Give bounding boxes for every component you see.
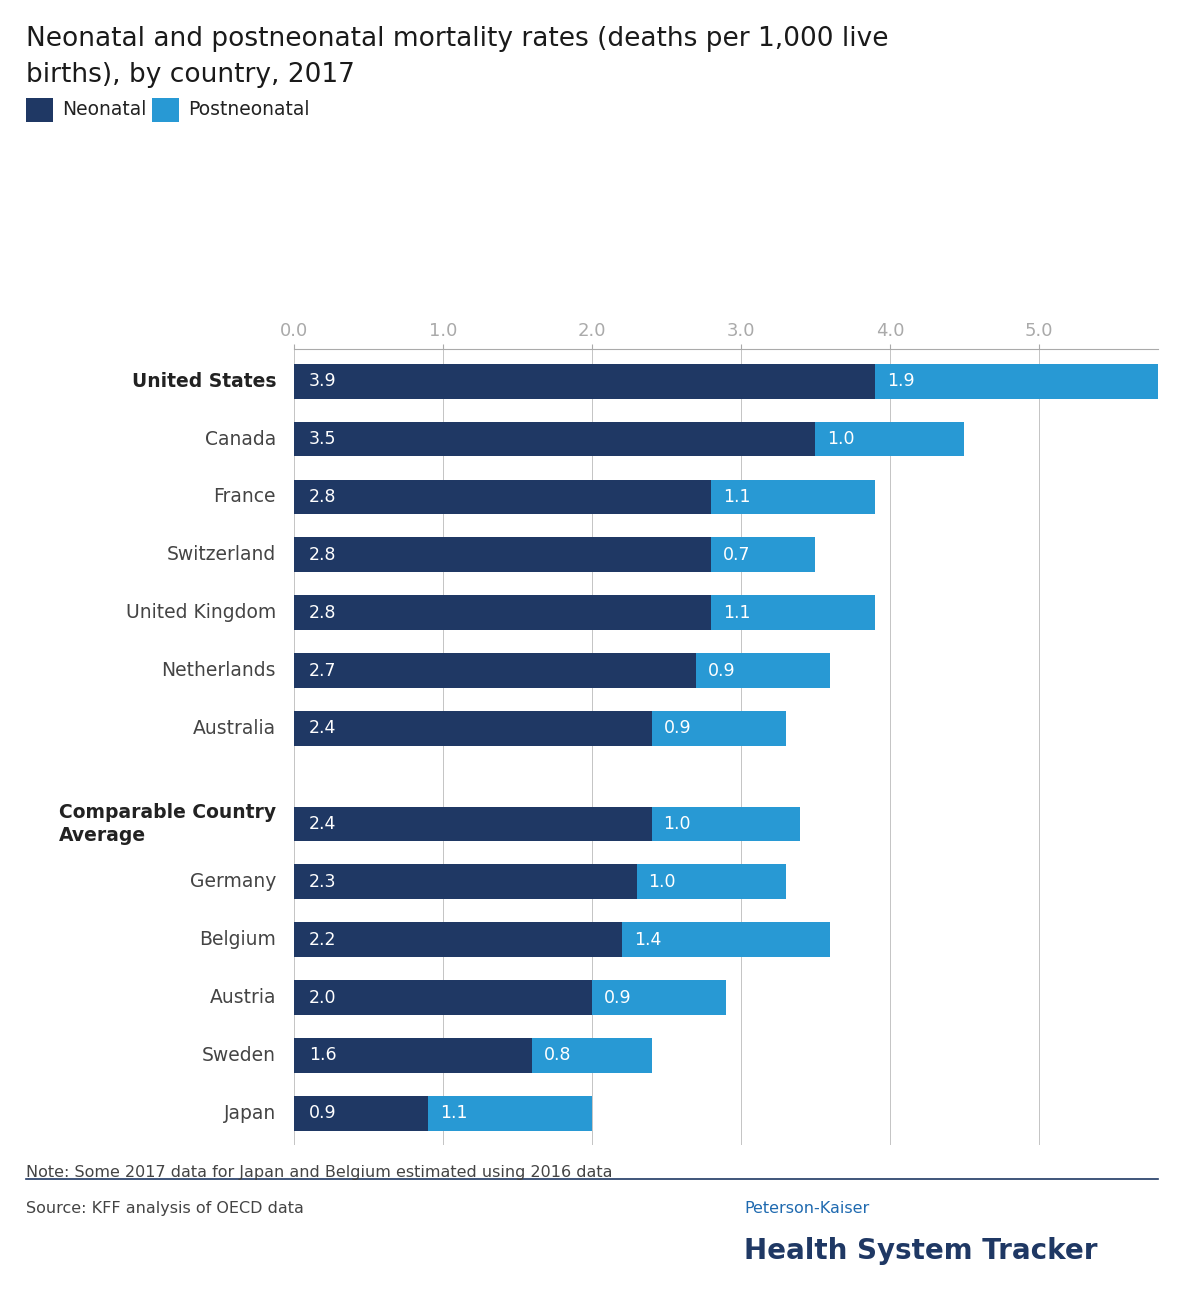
Text: 0.8: 0.8 bbox=[545, 1047, 571, 1065]
Bar bbox=[637, 864, 786, 899]
Text: 2.4: 2.4 bbox=[308, 815, 336, 833]
Text: Canada: Canada bbox=[205, 430, 276, 449]
Text: 2.7: 2.7 bbox=[308, 661, 336, 679]
Text: Switzerland: Switzerland bbox=[167, 545, 276, 564]
Bar bbox=[294, 537, 712, 572]
Bar bbox=[294, 364, 875, 399]
Bar bbox=[622, 923, 830, 958]
Bar bbox=[294, 712, 652, 745]
Bar bbox=[712, 537, 815, 572]
Text: 3.5: 3.5 bbox=[308, 430, 336, 448]
Text: United States: United States bbox=[132, 371, 276, 391]
Bar bbox=[294, 422, 815, 457]
Text: 1.1: 1.1 bbox=[724, 604, 750, 621]
Bar bbox=[294, 595, 712, 630]
Text: 0.9: 0.9 bbox=[664, 719, 691, 738]
Text: Source: KFF analysis of OECD data: Source: KFF analysis of OECD data bbox=[26, 1201, 305, 1216]
Bar bbox=[294, 864, 637, 899]
Text: 2.0: 2.0 bbox=[308, 989, 336, 1007]
Text: 0.9: 0.9 bbox=[708, 661, 736, 679]
Text: Austria: Austria bbox=[210, 989, 276, 1007]
Text: 2.8: 2.8 bbox=[308, 546, 336, 564]
Bar bbox=[652, 712, 786, 745]
Text: Netherlands: Netherlands bbox=[162, 661, 276, 681]
Text: 3.9: 3.9 bbox=[308, 373, 336, 391]
Bar bbox=[294, 480, 712, 514]
Text: 2.8: 2.8 bbox=[308, 604, 336, 621]
Bar bbox=[875, 364, 1158, 399]
Bar bbox=[294, 653, 696, 688]
Text: 1.1: 1.1 bbox=[724, 488, 750, 506]
Text: Japan: Japan bbox=[224, 1104, 276, 1123]
Text: Australia: Australia bbox=[193, 719, 276, 738]
Text: 0.7: 0.7 bbox=[724, 546, 750, 564]
Text: births), by country, 2017: births), by country, 2017 bbox=[26, 62, 355, 88]
Text: Germany: Germany bbox=[190, 872, 276, 892]
Text: Comparable Country
Average: Comparable Country Average bbox=[59, 802, 276, 845]
Text: Belgium: Belgium bbox=[199, 930, 276, 950]
Bar bbox=[712, 480, 875, 514]
Text: 2.4: 2.4 bbox=[308, 719, 336, 738]
Text: 1.0: 1.0 bbox=[827, 430, 854, 448]
Text: Postneonatal: Postneonatal bbox=[188, 101, 310, 119]
Text: 0.9: 0.9 bbox=[604, 989, 631, 1007]
Text: United Kingdom: United Kingdom bbox=[126, 603, 276, 622]
Bar bbox=[815, 422, 965, 457]
Text: 1.1: 1.1 bbox=[440, 1104, 468, 1122]
Bar bbox=[712, 595, 875, 630]
Bar bbox=[696, 653, 830, 688]
Text: 1.0: 1.0 bbox=[648, 873, 676, 890]
Bar bbox=[294, 806, 652, 841]
Bar bbox=[652, 806, 800, 841]
Text: Sweden: Sweden bbox=[202, 1046, 276, 1065]
Text: 2.2: 2.2 bbox=[308, 930, 336, 949]
Text: 2.8: 2.8 bbox=[308, 488, 336, 506]
Text: Neonatal: Neonatal bbox=[62, 101, 146, 119]
Text: France: France bbox=[214, 488, 276, 506]
Text: 0.9: 0.9 bbox=[308, 1104, 336, 1122]
Bar bbox=[592, 981, 726, 1014]
Text: Health System Tracker: Health System Tracker bbox=[744, 1237, 1098, 1266]
Bar bbox=[294, 1096, 428, 1131]
Text: 1.0: 1.0 bbox=[664, 815, 691, 833]
Text: 1.4: 1.4 bbox=[634, 930, 661, 949]
Bar bbox=[428, 1096, 592, 1131]
Bar bbox=[294, 981, 592, 1014]
Bar bbox=[294, 1038, 533, 1073]
Text: Note: Some 2017 data for Japan and Belgium estimated using 2016 data: Note: Some 2017 data for Japan and Belgi… bbox=[26, 1165, 613, 1180]
Text: Peterson-Kaiser: Peterson-Kaiser bbox=[744, 1201, 869, 1216]
Text: Neonatal and postneonatal mortality rates (deaths per 1,000 live: Neonatal and postneonatal mortality rate… bbox=[26, 26, 889, 52]
Text: 1.6: 1.6 bbox=[308, 1047, 336, 1065]
Text: 2.3: 2.3 bbox=[308, 873, 336, 890]
Bar bbox=[533, 1038, 652, 1073]
Text: 1.9: 1.9 bbox=[887, 373, 914, 391]
Bar bbox=[294, 923, 622, 958]
